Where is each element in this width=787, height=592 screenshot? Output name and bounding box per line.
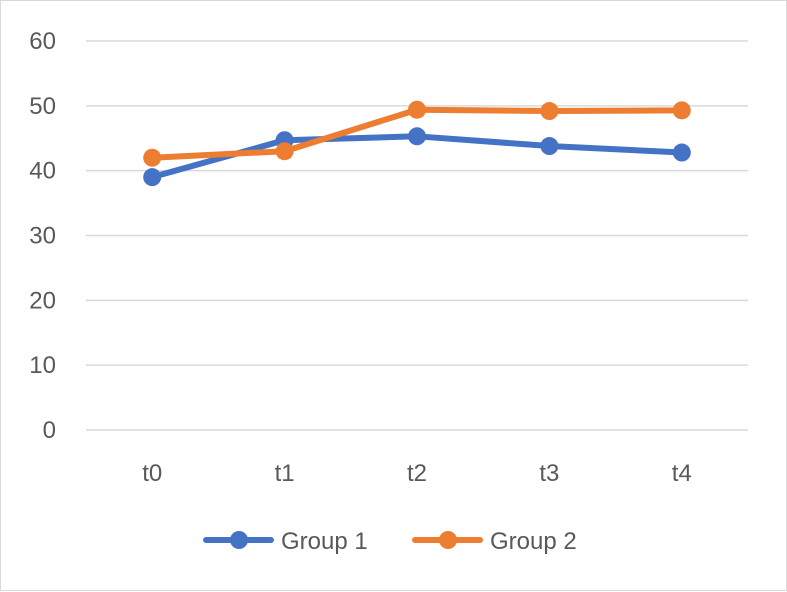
- legend-entry-2: Group 2: [412, 528, 577, 555]
- x-tick-label: t3: [539, 460, 559, 487]
- y-tick-label: 30: [29, 223, 56, 250]
- x-tick-label: t4: [672, 460, 692, 487]
- legend-label: Group 1: [281, 528, 368, 555]
- y-axis-tick-labels: 0 10 20 30 40 50 60: [29, 28, 56, 444]
- y-tick-label: 50: [29, 93, 56, 120]
- data-point: [672, 101, 691, 120]
- series-2: [143, 100, 691, 167]
- y-tick-label: 10: [29, 352, 56, 379]
- legend-label: Group 2: [490, 528, 577, 555]
- x-tick-label: t0: [142, 460, 162, 487]
- x-tick-label: t1: [275, 460, 295, 487]
- x-axis-tick-labels: t0 t1 t2 t3 t4: [142, 460, 692, 487]
- y-tick-label: 20: [29, 287, 56, 314]
- legend-entry-1: Group 1: [203, 528, 368, 555]
- data-point: [275, 142, 294, 161]
- legend-swatch-marker: [439, 531, 457, 549]
- data-point: [143, 148, 162, 167]
- data-point: [408, 127, 426, 146]
- y-tick-label: 60: [29, 28, 56, 55]
- series-lines: [143, 100, 691, 187]
- gridlines: [86, 40, 748, 431]
- x-tick-label: t2: [407, 460, 427, 487]
- data-point: [408, 100, 426, 119]
- data-point: [672, 143, 691, 162]
- data-point: [143, 168, 162, 187]
- data-point: [540, 102, 559, 121]
- legend-swatch-marker: [230, 531, 248, 549]
- y-tick-label: 40: [29, 158, 56, 185]
- y-tick-label: 0: [43, 417, 56, 444]
- legend: Group 1 Group 2: [203, 528, 577, 555]
- data-point: [540, 137, 559, 156]
